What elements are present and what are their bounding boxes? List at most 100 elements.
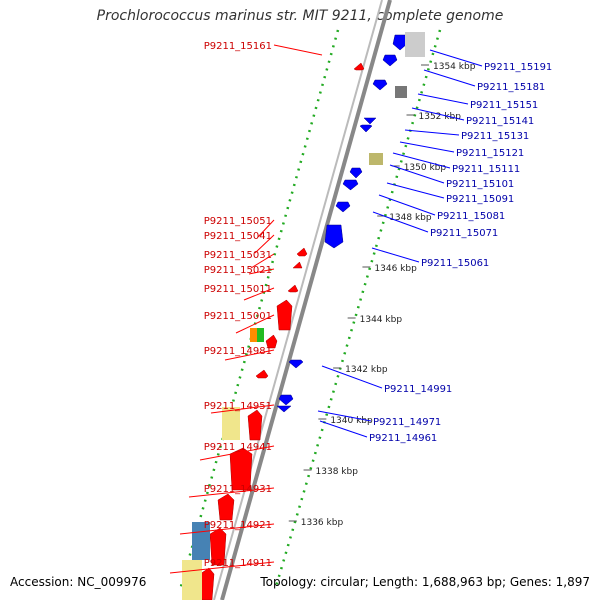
yellow-gene-feature: [222, 407, 240, 440]
forward-label-leader: [248, 268, 275, 275]
forward-gene-arrow: [255, 369, 269, 379]
ruler-guide-line: [273, 29, 442, 591]
forward-gene-arrow: [247, 409, 263, 441]
reverse-gene-arrow: [288, 359, 304, 369]
reverse-gene-arrow: [335, 201, 351, 213]
forward-gene-arrow: [287, 284, 299, 293]
backbone-strand-inner: [213, 0, 383, 600]
gray-gene-feature: [405, 32, 425, 57]
gray-gene-feature: [395, 86, 407, 98]
ruler-tick-label: 1346 kbp: [374, 264, 417, 274]
reverse-gene-label: P9211_15141: [466, 116, 534, 127]
forward-gene-label: P9211_14951: [204, 401, 272, 412]
reverse-gene-label: P9211_15151: [470, 100, 538, 111]
reverse-label-leader: [371, 247, 420, 263]
reverse-label-leader: [321, 365, 383, 389]
reverse-label-leader: [411, 107, 465, 121]
forward-gene-arrow: [276, 299, 293, 331]
forward-label-leader: [273, 44, 323, 56]
ruler-tick-label: 1340 kbp: [330, 416, 373, 426]
backbone-strand-outer: [220, 0, 392, 600]
forward-gene-label: P9211_14921: [204, 520, 272, 531]
reverse-label-leader: [392, 152, 451, 169]
reverse-gene-label: P9211_15101: [446, 179, 514, 190]
green-gene-feature: [257, 328, 264, 342]
forward-gene-label: P9211_15021: [204, 265, 272, 276]
reverse-label-leader: [429, 49, 483, 67]
reverse-gene-label: P9211_15091: [446, 194, 514, 205]
reverse-label-leader: [386, 182, 445, 199]
reverse-label-leader: [399, 141, 455, 153]
forward-gene-label: P9211_14981: [204, 346, 272, 357]
reverse-gene-label: P9211_15081: [437, 211, 505, 222]
reverse-gene-arrow: [363, 117, 377, 125]
accession-text: Accession: NC_009976: [10, 575, 147, 589]
forward-label-leader: [224, 349, 275, 361]
reverse-label-leader: [317, 410, 372, 422]
forward-gene-arrow: [199, 567, 215, 600]
reverse-gene-label: P9211_15071: [430, 228, 498, 239]
forward-label-leader: [169, 561, 275, 574]
forward-label-leader: [179, 523, 275, 535]
reverse-label-leader: [389, 164, 445, 184]
ruler-tick-label: 1338 kbp: [316, 467, 359, 477]
forward-gene-arrow: [292, 261, 303, 269]
reverse-gene-arrow: [342, 179, 359, 191]
topology-text: Topology: circular; Length: 1,688,963 bp…: [260, 575, 590, 589]
forward-gene-label: P9211_15031: [204, 250, 272, 261]
reverse-gene-arrow: [359, 124, 373, 133]
reverse-label-leader: [423, 69, 476, 87]
forward-guide-line: [178, 29, 340, 591]
forward-gene-arrow: [353, 62, 365, 71]
forward-label-leader: [210, 404, 275, 414]
reverse-gene-arrow: [276, 405, 292, 413]
ruler-tick-label: 1350 kbp: [404, 163, 447, 173]
reverse-gene-label: P9211_14991: [384, 384, 452, 395]
forward-label-leader: [199, 445, 275, 461]
orange-gene-feature: [250, 328, 258, 342]
reverse-gene-label: P9211_15181: [477, 82, 545, 93]
forward-label-leader: [257, 219, 275, 238]
reverse-gene-label: P9211_15131: [461, 131, 529, 142]
forward-gene-label: P9211_15041: [204, 231, 272, 242]
reverse-label-leader: [372, 211, 429, 233]
reverse-gene-arrow: [349, 167, 363, 179]
reverse-label-leader: [378, 194, 436, 216]
forward-gene-label: P9211_14941: [204, 442, 272, 453]
forward-label-leader: [188, 487, 275, 498]
reverse-gene-label: P9211_14971: [373, 417, 441, 428]
reverse-gene-arrow: [278, 394, 294, 406]
forward-gene-label: P9211_15051: [204, 216, 272, 227]
forward-gene-label: P9211_15011: [204, 284, 272, 295]
forward-gene-label: P9211_15001: [204, 311, 272, 322]
ruler-tick-label: 1352 kbp: [419, 112, 462, 122]
reverse-gene-arrow: [324, 224, 344, 249]
forward-label-leader: [254, 234, 275, 254]
ruler-tick-label: 1342 kbp: [345, 365, 388, 375]
map-title: Prochlorococcus marinus str. MIT 9211, c…: [96, 8, 504, 24]
forward-gene-arrow: [296, 247, 308, 257]
reverse-gene-arrow: [382, 54, 398, 67]
forward-gene-arrow: [265, 334, 278, 349]
reverse-label-leader: [404, 129, 460, 136]
forward-label-leader: [250, 253, 275, 269]
reverse-label-leader: [319, 420, 368, 438]
ruler-tick-label: 1348 kbp: [389, 213, 432, 223]
ruler-tick-label: 1336 kbp: [301, 518, 344, 528]
forward-gene-label: P9211_14911: [204, 558, 272, 569]
forward-label-leader: [235, 314, 275, 334]
reverse-gene-label: P9211_15121: [456, 148, 524, 159]
ruler-tick-label: 1354 kbp: [433, 62, 476, 72]
reverse-gene-arrow: [372, 79, 388, 91]
yellow-gene-feature: [182, 560, 202, 600]
reverse-gene-label: P9211_15061: [421, 258, 489, 269]
ruler-tick-label: 1344 kbp: [360, 315, 403, 325]
reverse-gene-arrow: [392, 34, 408, 51]
forward-gene-arrow: [217, 493, 235, 521]
khaki-gene-feature: [369, 153, 383, 165]
forward-gene-label: P9211_14931: [204, 484, 272, 495]
reverse-label-leader: [417, 93, 469, 105]
reverse-gene-label: P9211_15111: [452, 164, 520, 175]
